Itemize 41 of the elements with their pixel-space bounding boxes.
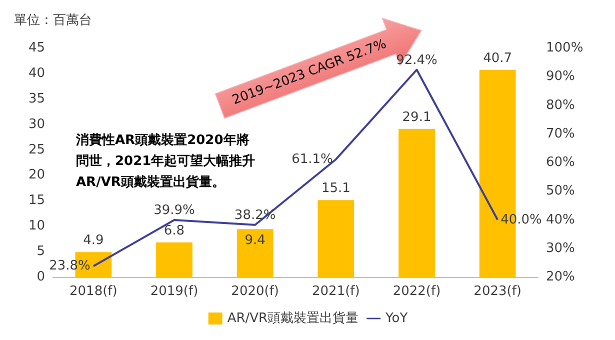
bar: [318, 200, 354, 277]
y2-tick-label: 50%: [546, 184, 575, 199]
y2-tick-label: 70%: [546, 126, 575, 142]
data-label: 15.1: [321, 181, 350, 196]
y-tick-label: 40: [28, 66, 45, 81]
y-tick-label: 5: [36, 244, 45, 260]
y-tick-label: 20: [28, 168, 45, 183]
data-label: 61.1%: [292, 152, 333, 167]
x-tick-label: 2018(f): [70, 284, 118, 299]
x-tick-label: 2021(f): [312, 284, 360, 299]
bar: [156, 242, 192, 277]
y2-tick-label: 100%: [546, 40, 584, 56]
bar: [398, 128, 435, 277]
legend-label: YoY: [384, 311, 408, 326]
data-label: 29.1: [402, 110, 432, 125]
annotation: 消費性AR頭戴裝置2020年將問世，2021年起可望大幅推升AR/VR頭戴裝置出貨量。: [75, 133, 256, 190]
data-label: 6.8: [164, 223, 185, 238]
x-tick-label: 2023(f): [474, 284, 522, 299]
y-tick-label: 45: [28, 40, 45, 56]
data-label: 4.9: [83, 233, 104, 248]
x-tick-label: 2022(f): [392, 284, 441, 299]
x-tick-label: 2019(f): [150, 284, 198, 299]
y-tick-label: 15: [28, 193, 45, 208]
y-tick-label: 10: [28, 218, 45, 234]
y2-tick-label: 90%: [546, 69, 575, 84]
y2-tick-label: 40%: [546, 212, 575, 228]
y-tick-label: 30: [28, 116, 45, 132]
y2-tick-label: 60%: [546, 155, 575, 170]
y2-tick-label: 30%: [546, 240, 575, 256]
y2-tick-label: 80%: [546, 98, 575, 113]
bar: [236, 229, 274, 277]
y-tick-label: 25: [28, 142, 45, 158]
data-label: 40.7: [483, 50, 512, 66]
legend-label: AR/VR頭戴裝置出貨量: [227, 311, 359, 326]
y-axis-title: 單位：百萬台: [14, 13, 92, 28]
y2-tick-label: 20%: [546, 270, 575, 284]
x-tick-label: 2020(f): [231, 284, 279, 299]
data-label: 9.4: [244, 233, 266, 248]
y-tick-label: 0: [36, 270, 45, 284]
data-label: 39.9%: [154, 203, 195, 218]
y-tick-label: 35: [28, 91, 45, 106]
